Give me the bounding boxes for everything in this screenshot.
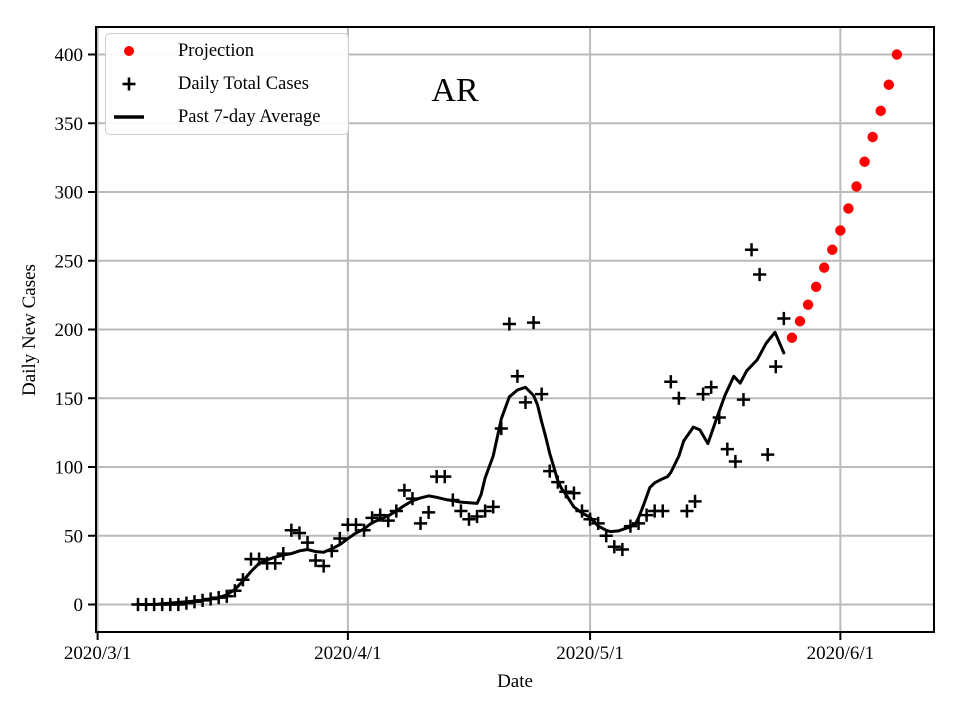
daily-cases-marker [510,369,525,383]
y-axis-label: Daily New Cases [19,264,40,396]
daily-cases-marker [607,540,621,554]
y-tick-label: 400 [55,45,84,66]
daily-cases-marker [672,391,686,405]
legend-row-projection: Projection [106,35,348,68]
daily-cases-marker [688,494,702,508]
projection-dot [867,131,878,143]
daily-cases-marker [397,483,411,497]
daily-cases-marker [769,360,783,374]
plus-marker-icon [106,76,152,92]
daily-cases-marker [728,454,742,469]
daily-cases-marker [777,311,791,326]
daily-cases-marker [422,505,436,519]
daily-cases-marker [454,504,468,518]
projection-dot [786,332,798,343]
ticks [88,53,842,640]
projection-dot [891,49,903,60]
projection-dot-icon [106,45,152,57]
daily-cases-marker [518,395,533,409]
legend-label-daily-cases: Daily Total Cases [178,73,309,94]
daily-cases-marker [502,317,516,331]
y-tick-label: 50 [64,526,83,547]
x-tick-label: 2020/3/1 [64,643,132,664]
daily-cases-marker [696,387,710,401]
projection-dot [875,105,886,117]
projection-dot [819,262,830,273]
y-tick-label: 300 [55,183,84,204]
daily-cases-marker [292,526,307,540]
daily-cases-marker [656,504,670,518]
average-line-path [136,330,786,606]
projection-dot [794,316,806,327]
daily-cases-marker [664,375,678,389]
projection-dot [827,244,838,255]
daily-cases-marker [744,243,759,257]
x-axis-label: Date [497,671,533,692]
daily-cases-marker [639,508,654,522]
daily-cases-marker [171,597,185,612]
projection-dot [810,281,822,293]
projection-dot [859,156,870,167]
daily-cases-marker [268,556,282,570]
daily-cases-marker [300,536,315,550]
daily-cases-marker [470,509,484,524]
y-tick-label: 100 [55,458,84,479]
daily-cases-marker [736,393,751,407]
y-tick-label: 350 [55,114,84,135]
daily-cases-marker [478,504,492,518]
daily-cases-marker [284,523,298,537]
projection-dot [851,181,862,192]
plot-title: AR [431,72,479,109]
daily-cases-marker [753,267,767,282]
legend-label-projection: Projection [178,40,255,61]
projection-dot [883,79,894,90]
daily-cases-marker [720,442,734,456]
y-tick-label: 0 [74,595,84,616]
daily-cases-marker [308,553,323,568]
daily-cases-marker [438,470,452,484]
y-tick-label: 250 [55,251,84,272]
legend-label-average: Past 7-day Average [178,106,321,127]
daily-cases-marker [462,512,476,526]
daily-cases-marker [486,500,500,514]
daily-cases-marker [317,559,331,573]
projection-dot [802,299,814,310]
daily-cases-marker [680,504,694,518]
daily-cases-marker [704,380,718,394]
x-tick-label: 2020/6/1 [807,643,875,664]
daily-cases-marker [615,542,629,557]
tick-labels: 2020/3/1 2020/4/1 2020/5/1 2020/6/1 0 50 100 15… [55,45,875,664]
legend-row-daily-cases: Daily Total Cases [106,68,348,101]
projection-dot [843,203,854,214]
average-line-icon [106,114,152,120]
x-tick-label: 2020/5/1 [556,643,624,664]
daily-cases-marker [526,316,541,330]
projection-dot [835,225,846,236]
projection-series [786,49,903,343]
y-tick-label: 200 [55,320,84,341]
y-tick-label: 150 [55,389,84,410]
daily-cases-marker [535,387,549,401]
x-tick-label: 2020/4/1 [314,643,382,664]
legend: Projection Daily Total Cases Past 7-day … [105,33,349,135]
daily-cases-marker [567,486,581,500]
legend-row-average: Past 7-day Average [106,101,348,134]
daily-cases-marker [349,518,363,532]
daily-cases-marker [413,516,428,530]
daily-cases-marker [761,448,775,462]
